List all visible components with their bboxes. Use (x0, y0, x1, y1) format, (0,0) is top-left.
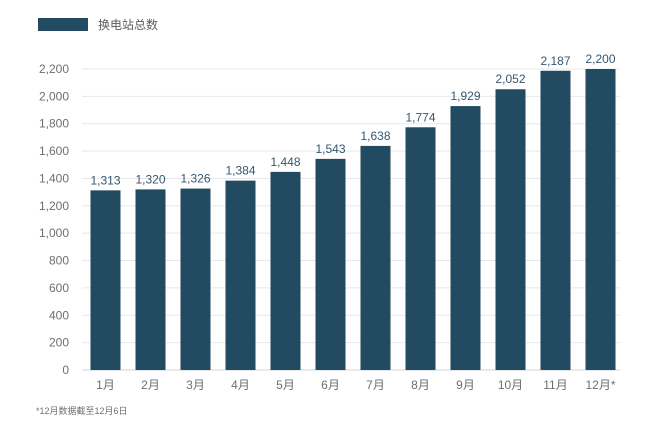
data-label: 1,384 (225, 164, 255, 178)
x-tick-label: 4月 (231, 378, 250, 392)
x-tick-label: 2月 (141, 378, 160, 392)
x-tick-label: 5月 (276, 378, 295, 392)
bar (450, 106, 481, 370)
x-axis: 1月 2月 3月 4月 5月 6月 7月 8月 9月 10月 11月 12月* (96, 378, 616, 392)
y-tick-label: 2,200 (39, 62, 69, 76)
data-label: 1,448 (270, 155, 300, 169)
bar (495, 89, 526, 371)
data-labels: 1,313 1,320 1,326 1,384 1,448 1,543 1,638 1,774… (90, 52, 615, 187)
data-label: 1,929 (450, 89, 480, 103)
y-tick-label: 1,800 (39, 117, 69, 131)
y-tick-label: 400 (49, 308, 69, 322)
x-tick-label: 6月 (321, 378, 340, 392)
x-tick-label: 7月 (366, 378, 385, 392)
y-tick-label: 2,000 (39, 89, 69, 103)
footnote: *12月数据截至12月6日 (36, 405, 128, 416)
bar (225, 180, 256, 370)
bar (405, 127, 436, 370)
bar (135, 189, 166, 370)
data-label: 2,052 (495, 72, 525, 86)
x-tick-label: 11月 (543, 378, 567, 392)
x-tick-label: 10月 (498, 378, 523, 392)
y-tick-label: 600 (49, 281, 69, 295)
x-tick-label: 9月 (456, 378, 475, 392)
bar (180, 188, 211, 370)
bar (585, 69, 616, 370)
data-label: 1,638 (360, 129, 390, 143)
x-tick-label: 8月 (411, 378, 430, 392)
legend: 换电站总数 (38, 17, 158, 32)
bar (270, 171, 301, 370)
y-axis: 0 200 400 600 800 1,000 1,200 1,400 1,600 1,800 2,… (39, 62, 69, 377)
y-tick-label: 1,200 (39, 199, 69, 213)
y-tick-label: 0 (62, 363, 69, 377)
data-label: 1,313 (90, 173, 120, 187)
y-tick-label: 1,000 (39, 226, 69, 240)
x-tick-label: 3月 (186, 378, 205, 392)
bar (90, 190, 121, 370)
bar (315, 158, 346, 370)
bar (360, 145, 391, 370)
data-label: 1,543 (315, 142, 345, 156)
legend-label: 换电站总数 (98, 17, 158, 32)
x-tick-label: 1月 (96, 378, 115, 392)
bars (90, 69, 616, 371)
data-label: 1,774 (405, 110, 435, 124)
gridlines (82, 68, 620, 371)
data-label: 1,320 (135, 172, 165, 186)
data-label: 1,326 (180, 172, 210, 186)
data-label: 2,187 (540, 54, 570, 68)
legend-swatch (38, 18, 88, 31)
y-tick-label: 1,600 (39, 144, 69, 158)
y-tick-label: 1,400 (39, 171, 69, 185)
x-tick-label: 12月* (585, 378, 615, 392)
data-label: 2,200 (585, 52, 615, 66)
y-tick-label: 800 (49, 254, 69, 268)
bar (540, 70, 571, 371)
y-tick-label: 200 (49, 336, 69, 350)
